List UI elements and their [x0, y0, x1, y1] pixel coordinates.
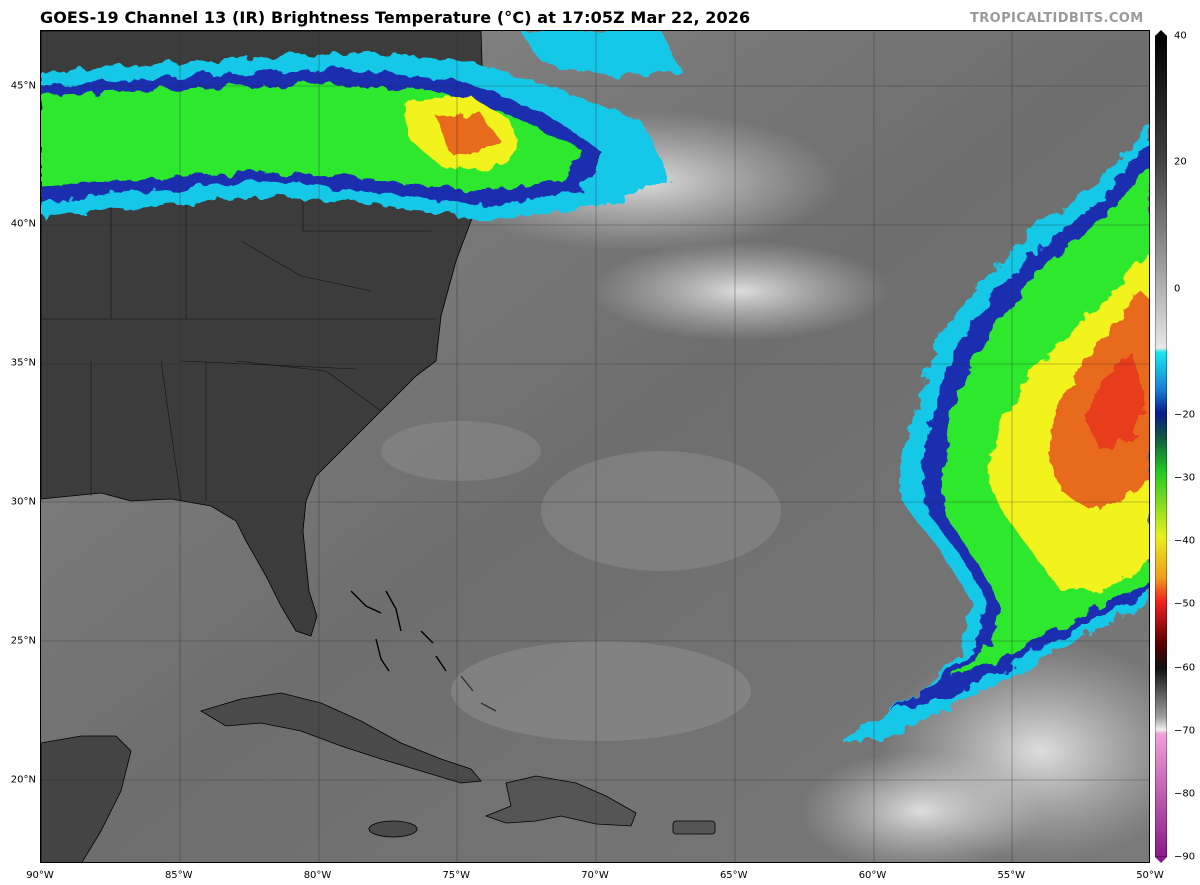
colorbar-tick: −80 [1174, 788, 1196, 800]
temperature-colorbar [1154, 30, 1168, 863]
colorbar-tick: 20 [1174, 156, 1187, 168]
lat-tick-label: 35°N [10, 357, 36, 369]
colorbar-tick: 0 [1174, 283, 1181, 295]
lat-tick-label: 20°N [10, 774, 36, 786]
colorbar-tick: −60 [1174, 662, 1196, 674]
lon-tick-label: 75°W [442, 870, 471, 881]
state-borders [41, 171, 451, 502]
land-yucatan [41, 735, 132, 862]
satellite-image [41, 31, 1149, 862]
land-cuba [200, 692, 482, 784]
lon-tick-label: 65°W [719, 870, 748, 881]
land-bahamas [350, 590, 497, 712]
land-jamaica [368, 820, 418, 838]
lon-tick-label: 80°W [303, 870, 332, 881]
lon-tick-label: 60°W [858, 870, 887, 881]
satellite-map[interactable] [40, 30, 1150, 863]
lon-tick-label: 90°W [26, 870, 54, 881]
lat-tick-label: 25°N [10, 635, 36, 647]
lon-tick-label: 50°W [1136, 870, 1164, 881]
colorbar-tick: −20 [1174, 409, 1196, 421]
offshore-storm-system [841, 123, 1149, 741]
gridlines [41, 31, 1149, 862]
lat-tick-label: 45°N [10, 80, 36, 92]
land-puerto-rico [672, 820, 716, 835]
lat-tick-label: 40°N [10, 218, 36, 230]
site-credit: TROPICALTIDBITS.COM [970, 11, 1144, 26]
colorbar-tick: −90 [1174, 851, 1196, 863]
colorbar-tick: 40 [1174, 30, 1187, 42]
colorbar-tick: −70 [1174, 725, 1196, 737]
map-title: GOES-19 Channel 13 (IR) Brightness Tempe… [40, 8, 751, 27]
lat-tick-label: 30°N [10, 496, 36, 508]
colorbar-tick: −40 [1174, 535, 1196, 547]
lon-tick-label: 55°W [997, 870, 1026, 881]
colorbar-tick: −50 [1174, 598, 1196, 610]
lon-tick-label: 70°W [581, 870, 609, 881]
northern-storm-band [41, 31, 681, 221]
lon-tick-label: 85°W [164, 870, 193, 881]
colorbar-tick: −30 [1174, 472, 1196, 484]
